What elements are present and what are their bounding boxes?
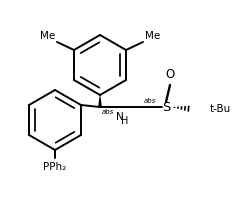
Text: abs: abs (102, 109, 114, 115)
Text: t-Bu: t-Bu (210, 104, 231, 114)
Text: N: N (116, 112, 124, 122)
Text: H: H (121, 116, 129, 126)
Text: Me: Me (145, 31, 160, 41)
Text: S: S (162, 101, 170, 114)
Text: abs: abs (144, 98, 156, 104)
Text: O: O (165, 68, 175, 81)
Polygon shape (98, 95, 102, 107)
Text: Me: Me (40, 31, 55, 41)
Text: PPh₂: PPh₂ (43, 162, 67, 172)
